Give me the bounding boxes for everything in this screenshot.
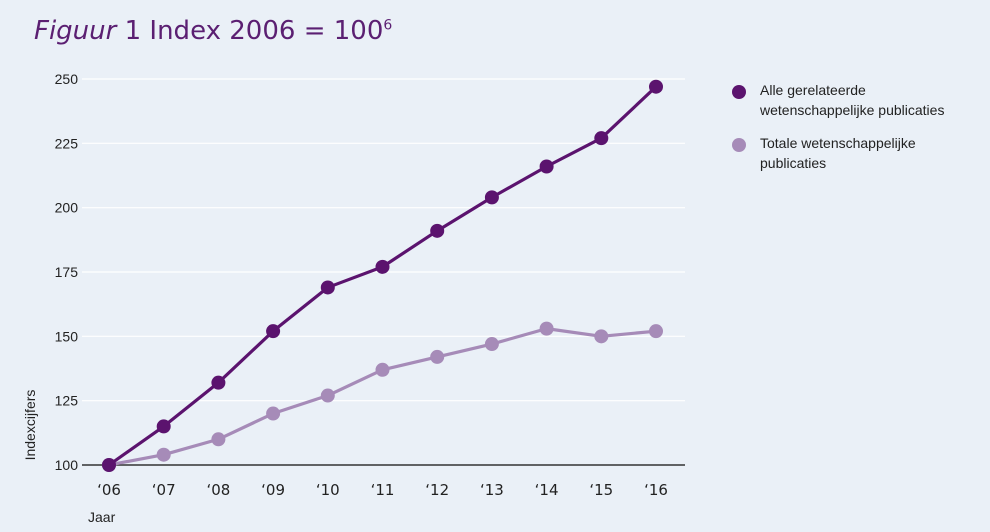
series-2-point-5 xyxy=(375,362,390,377)
series-2-point-2 xyxy=(211,432,226,447)
series-1-point-8 xyxy=(539,159,554,174)
x-tick-label-4: ‘10 xyxy=(316,481,340,499)
legend-label-series-1: Alle gerelateerde wetenschappelijke publ… xyxy=(760,82,945,118)
series-1-point-5 xyxy=(375,259,390,274)
x-tick-label-2: ‘08 xyxy=(206,481,230,499)
y-tick-label-175: 175 xyxy=(55,264,79,280)
legend: Alle gerelateerde wetenschappelijke publ… xyxy=(732,80,982,186)
series-1-point-3 xyxy=(266,324,281,339)
series-2-point-8 xyxy=(539,321,554,336)
x-tick-label-6: ‘12 xyxy=(425,481,449,499)
x-tick-labels: ‘06 ‘07 ‘08 ‘09 ‘10 ‘11 ‘12 ‘13 ‘14 ‘15 ‘16 xyxy=(97,481,668,499)
legend-label-series-2: Totale wetenschappelijke publicaties xyxy=(760,135,916,171)
legend-item-series-1: Alle gerelateerde wetenschappelijke publ… xyxy=(732,80,982,120)
title-rest: 1 Index 2006 = 100 xyxy=(116,16,384,46)
series-2-point-7 xyxy=(484,337,499,352)
title-lead: Figuur xyxy=(34,16,117,46)
series-2-point-9 xyxy=(594,329,609,344)
y-tick-label-150: 150 xyxy=(55,328,79,344)
y-tick-label-125: 125 xyxy=(55,393,79,409)
series-2-point-6 xyxy=(430,349,445,364)
series-1-point-9 xyxy=(594,131,609,146)
series-1-point-1 xyxy=(156,419,171,434)
x-tick-label-1: ‘07 xyxy=(152,481,176,499)
y-axis-label: Indexcijfers xyxy=(22,390,38,461)
series-2-point-1 xyxy=(156,447,171,462)
y-tick-label-250: 250 xyxy=(55,71,79,87)
y-tick-label-100: 100 xyxy=(55,457,79,473)
series-2-point-3 xyxy=(266,406,281,421)
y-tick-label-225: 225 xyxy=(55,135,79,151)
series-2-point-4 xyxy=(320,388,335,403)
y-tick-label-200: 200 xyxy=(55,200,79,216)
x-tick-label-9: ‘15 xyxy=(589,481,613,499)
series-1-point-4 xyxy=(320,280,335,295)
legend-marker-series-2 xyxy=(732,138,746,152)
x-axis-label: Jaar xyxy=(88,509,116,525)
y-tick-labels: 100 125 150 175 200 225 250 xyxy=(55,71,79,473)
legend-item-series-2: Totale wetenschappelijke publicaties xyxy=(732,133,982,173)
x-tick-label-3: ‘09 xyxy=(261,481,285,499)
x-tick-label-8: ‘14 xyxy=(535,481,559,499)
x-tick-label-7: ‘13 xyxy=(480,481,504,499)
series-2-line xyxy=(108,327,657,467)
series-1-point-7 xyxy=(484,190,499,205)
x-tick-label-5: ‘11 xyxy=(371,481,395,499)
series-1-point-2 xyxy=(211,375,226,390)
chart-title: Figuur 1 Index 2006 = 1006 xyxy=(34,16,392,46)
grid-lines xyxy=(82,78,685,402)
x-tick-label-10: ‘16 xyxy=(644,481,668,499)
series-1-point-6 xyxy=(430,223,445,238)
x-tick-label-0: ‘06 xyxy=(97,481,121,499)
series-1-point-10 xyxy=(649,79,663,94)
legend-marker-series-1 xyxy=(732,85,746,99)
series-1-point-0 xyxy=(102,458,116,472)
series-group xyxy=(102,79,663,472)
title-footnote-ref: 6 xyxy=(383,17,393,34)
series-2-point-10 xyxy=(649,324,663,339)
